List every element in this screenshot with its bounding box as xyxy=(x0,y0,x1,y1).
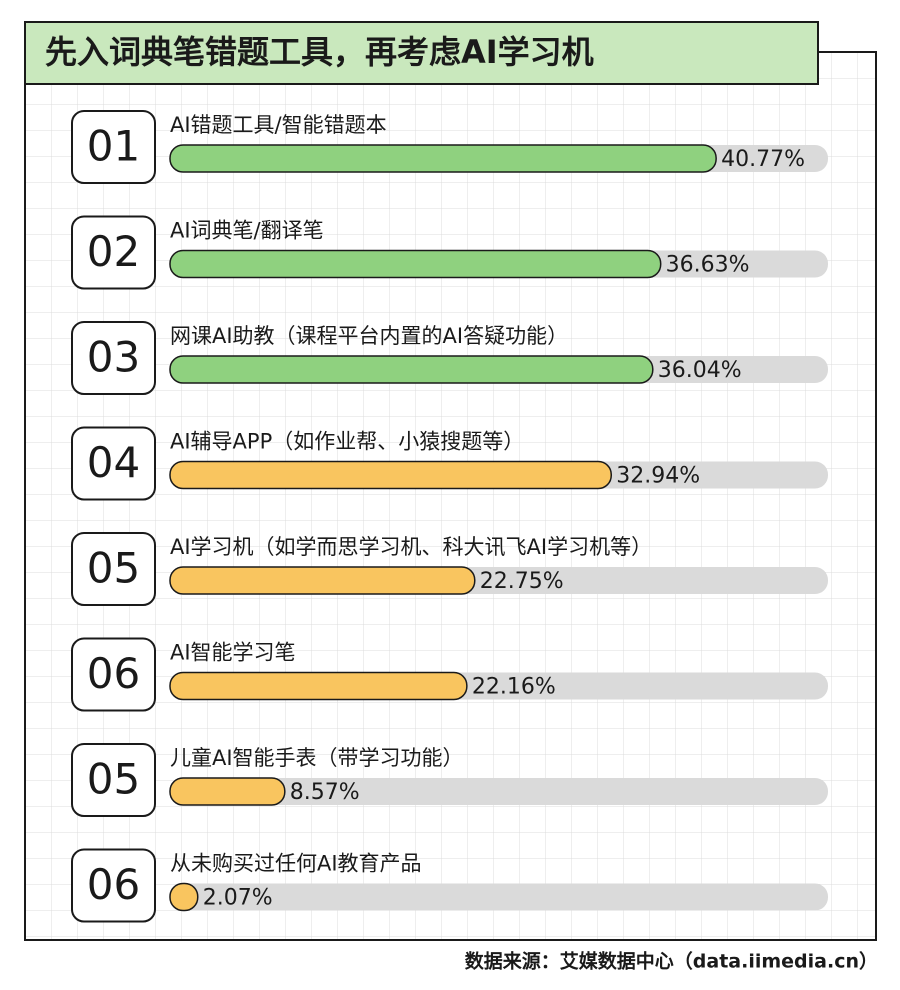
rank-box xyxy=(71,426,156,501)
track xyxy=(170,778,828,805)
bar xyxy=(169,355,654,384)
value-label: 22.16% xyxy=(472,675,556,700)
value-label: 22.75% xyxy=(480,569,564,594)
rank-label: 04 xyxy=(87,438,140,487)
rank-box xyxy=(71,215,156,290)
rank-box xyxy=(71,110,156,184)
bar xyxy=(169,249,662,279)
value-label: 36.04% xyxy=(658,358,742,383)
category-label: AI辅导APP（如作业帮、小猿搜题等） xyxy=(170,430,524,454)
category-label: 从未购买过任何AI教育产品 xyxy=(170,852,422,876)
bar xyxy=(169,671,468,701)
rank-label: 06 xyxy=(87,649,140,698)
category-label: AI词典笔/翻译笔 xyxy=(170,219,324,243)
rank-box xyxy=(71,848,156,923)
value-label: 32.94% xyxy=(616,464,700,489)
title-box xyxy=(24,21,819,85)
bar xyxy=(169,777,286,806)
rank-label: 06 xyxy=(87,860,140,909)
bar xyxy=(169,882,199,912)
category-label: AI错题工具/智能错题本 xyxy=(170,113,387,137)
bar xyxy=(169,566,476,595)
category-label: AI智能学习笔 xyxy=(170,641,296,665)
value-label: 2.07% xyxy=(203,886,273,911)
category-label: AI学习机（如学而思学习机、科大讯飞AI学习机等） xyxy=(170,535,652,559)
bar xyxy=(169,460,613,490)
rank-label: 03 xyxy=(87,333,140,382)
source: 数据来源：艾媒数据中心（data.iimedia.cn） xyxy=(465,950,878,973)
rank-label: 05 xyxy=(87,544,140,593)
bar xyxy=(169,144,717,173)
category-label: 网课AI助教（课程平台内置的AI答疑功能） xyxy=(170,324,568,348)
chart-title: 先入词典笔错题工具，再考虑AI学习机 xyxy=(45,33,594,71)
value-label: 40.77% xyxy=(721,147,805,172)
value-label: 8.57% xyxy=(290,780,360,805)
track xyxy=(170,883,828,911)
rank-box xyxy=(71,321,156,395)
value-label: 36.63% xyxy=(666,253,750,278)
rank-box xyxy=(71,637,156,712)
category-label: 儿童AI智能手表（带学习功能） xyxy=(170,746,464,770)
rank-label: 02 xyxy=(87,227,140,276)
rank-box xyxy=(71,532,156,606)
rank-label: 01 xyxy=(87,122,140,171)
rank-label: 05 xyxy=(87,755,140,804)
rank-box xyxy=(71,743,156,817)
